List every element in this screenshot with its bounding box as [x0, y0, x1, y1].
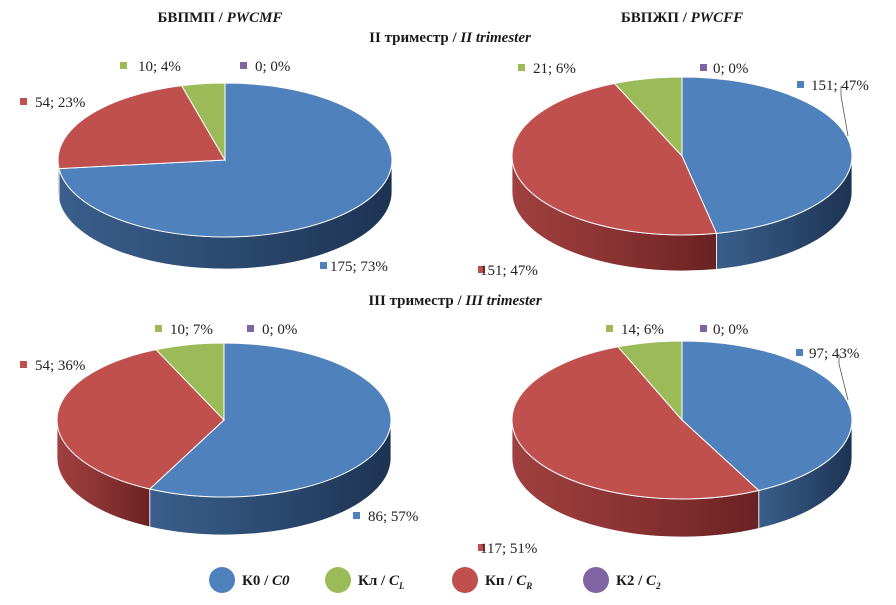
pie-slice-kl: [180, 82, 226, 162]
legend-swatch: [209, 567, 235, 593]
leader-line: [840, 86, 849, 137]
header-row2: III триместр / III trimester: [368, 293, 542, 309]
legend-label: К0 / C0: [242, 573, 290, 589]
legend-item-k0: К0 / C0: [209, 567, 290, 593]
data-label-marker: [240, 62, 247, 69]
legend-item-kl: Кл / CL: [325, 567, 405, 593]
data-label: 0; 0%: [262, 322, 297, 338]
data-label-marker: [155, 325, 162, 332]
pie-slice-k0: [681, 340, 853, 492]
data-label-marker: [700, 64, 707, 71]
data-label-marker: [797, 81, 804, 88]
header-left: БВПМП / PWCMF: [158, 10, 283, 26]
pie-slice-k0: [148, 342, 392, 498]
data-label: 10; 7%: [170, 322, 213, 338]
pie-slice-kl: [155, 342, 225, 422]
pie-slice-kl: [617, 340, 683, 422]
data-label: 97; 43%: [809, 346, 859, 362]
leader-line: [838, 354, 849, 401]
pie-chart-1: 175; 73% 54; 23% 10; 4% 0; 0%: [20, 59, 393, 275]
data-label-marker: [478, 266, 485, 273]
data-label: 117; 51%: [480, 541, 537, 557]
data-label: 54; 36%: [35, 358, 85, 374]
pie-chart-4: 97; 43% 117; 51% 14; 6% 0; 0%: [478, 322, 859, 557]
data-label-marker: [796, 349, 803, 356]
legend-label: Кл / CL: [358, 573, 405, 591]
pie-slice-kp: [511, 346, 760, 500]
data-label: 10; 4%: [138, 59, 181, 75]
data-label-marker: [320, 262, 327, 269]
data-label: 151; 47%: [480, 263, 538, 279]
data-label: 0; 0%: [713, 322, 748, 338]
legend-swatch: [583, 567, 609, 593]
legend: К0 / C0 Кл / CL Кп / CR К2 / C2: [209, 567, 661, 593]
legend-swatch: [325, 567, 351, 593]
data-label: 86; 57%: [368, 509, 418, 525]
pie-chart-3: 86; 57% 54; 36% 10; 7% 0; 0%: [20, 322, 418, 536]
data-label: 0; 0%: [255, 59, 290, 75]
pie-slice-kp: [511, 82, 718, 236]
legend-item-k2: К2 / C2: [583, 567, 661, 593]
data-label-marker: [478, 544, 485, 551]
legend-label: Кп / CR: [485, 573, 532, 591]
pie-slice-k0: [681, 76, 853, 234]
data-label: 0; 0%: [713, 61, 748, 77]
legend-swatch: [452, 567, 478, 593]
pie-slice-kp: [56, 349, 225, 490]
data-label-marker: [353, 512, 360, 519]
data-label-marker: [120, 62, 127, 69]
data-label-marker: [606, 325, 613, 332]
data-label: 14; 6%: [621, 322, 664, 338]
header-right: БВПЖП / PWCFF: [621, 10, 743, 26]
header-row1: II триместр / II trimester: [369, 30, 531, 46]
data-label-marker: [700, 325, 707, 332]
data-label-marker: [518, 64, 525, 71]
pie-chart-2: 151; 47% 151; 47% 21; 6% 0; 0%: [478, 61, 869, 279]
data-label-marker: [20, 98, 27, 105]
pies-group: 175; 73%54; 23%10; 4% 0; 0%151; 47%151; 4…: [20, 59, 869, 557]
data-label-marker: [20, 361, 27, 368]
data-label: 54; 23%: [35, 95, 85, 111]
data-label: 21; 6%: [533, 61, 576, 77]
pie-slice-kl: [613, 76, 683, 158]
data-label-marker: [247, 325, 254, 332]
pie-slice-kp: [57, 85, 226, 170]
data-label: 151; 47%: [811, 78, 869, 94]
data-label: 175; 73%: [330, 259, 388, 275]
legend-label: К2 / C2: [616, 573, 661, 591]
legend-item-kp: Кп / CR: [452, 567, 532, 593]
